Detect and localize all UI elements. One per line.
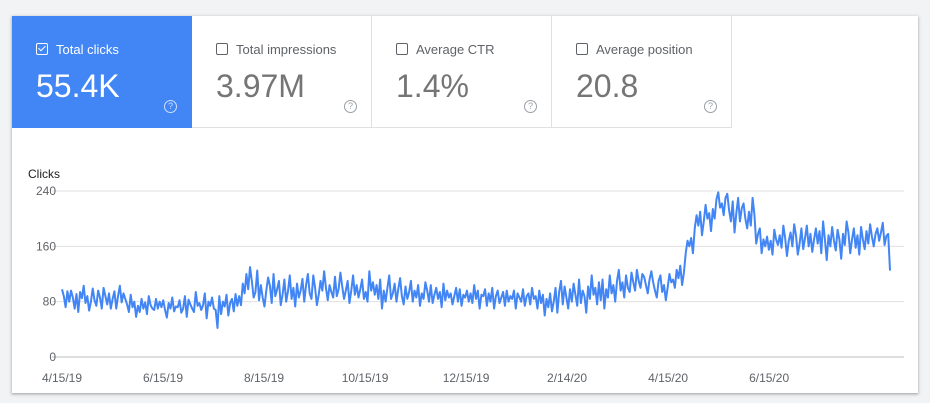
metric-average-position[interactable]: Average position 20.8 ?	[552, 16, 732, 128]
metric-total-clicks[interactable]: Total clicks 55.4K ?	[12, 16, 192, 128]
help-icon[interactable]: ?	[704, 100, 717, 113]
help-icon[interactable]: ?	[164, 100, 177, 113]
y-tick-label: 240	[36, 184, 56, 198]
y-axis-label: Clicks	[28, 167, 60, 181]
metric-value: 20.8	[576, 68, 639, 104]
checkbox-checked-icon[interactable]	[36, 43, 48, 55]
metric-label: Average position	[596, 42, 693, 57]
metric-label: Average CTR	[416, 42, 495, 57]
x-tick-label: 12/15/19	[443, 371, 490, 385]
metric-value: 1.4%	[396, 68, 469, 104]
clicks-chart: Clicks 0 80 160 240 4/15/19 6/15/19 8/15/19 10…	[28, 167, 904, 385]
metric-value: 55.4K	[36, 68, 120, 104]
x-tick-label: 4/15/20	[648, 371, 688, 385]
metric-label: Total clicks	[56, 42, 119, 57]
y-tick-labels: 0 80 160 240	[36, 184, 56, 364]
metric-value: 3.97M	[216, 68, 305, 104]
x-tick-label: 6/15/20	[749, 371, 789, 385]
x-tick-label: 10/15/19	[342, 371, 389, 385]
checkbox-icon[interactable]	[576, 43, 588, 55]
x-tick-label: 2/14/20	[547, 371, 587, 385]
y-tick-label: 80	[43, 295, 57, 309]
checkbox-icon[interactable]	[396, 43, 408, 55]
metric-average-ctr[interactable]: Average CTR 1.4% ?	[372, 16, 552, 128]
metric-label: Total impressions	[236, 42, 337, 57]
help-icon[interactable]: ?	[344, 100, 357, 113]
x-tick-label: 6/15/19	[143, 371, 183, 385]
metric-tabs: Total clicks 55.4K ? Total impressions 3…	[12, 16, 732, 128]
x-tick-label: 4/15/19	[42, 371, 82, 385]
y-tick-label: 0	[49, 350, 56, 364]
x-tick-labels: 4/15/19 6/15/19 8/15/19 10/15/19 12/15/19 2/1…	[42, 371, 789, 385]
y-tick-label: 160	[36, 239, 56, 253]
performance-card: Total clicks 55.4K ? Total impressions 3…	[12, 16, 918, 393]
grid-lines	[52, 190, 904, 358]
checkbox-icon[interactable]	[216, 43, 228, 55]
series-line-clicks	[61, 191, 891, 329]
x-tick-label: 8/15/19	[244, 371, 284, 385]
help-icon[interactable]: ?	[524, 100, 537, 113]
metric-total-impressions[interactable]: Total impressions 3.97M ?	[192, 16, 372, 128]
